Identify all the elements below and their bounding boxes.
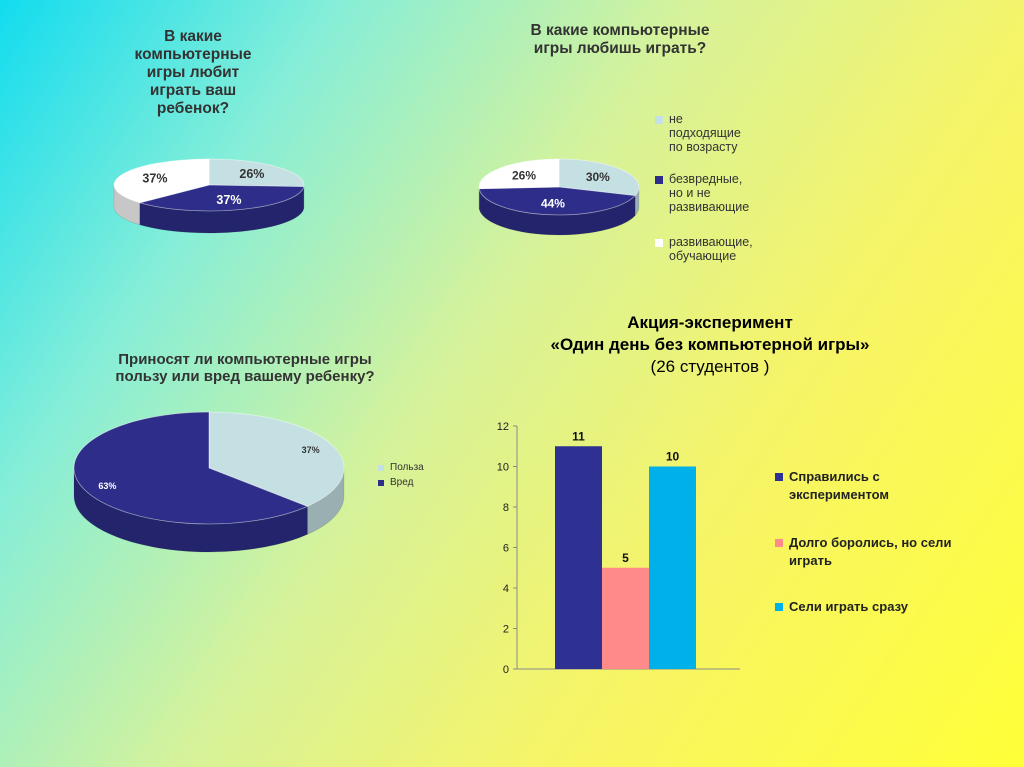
pie-slice <box>113 158 210 204</box>
bar-value-label: 5 <box>622 551 629 565</box>
chart3-legend-item: Вред <box>378 477 413 489</box>
y-tick-label: 8 <box>503 502 509 514</box>
legend-label: не подходящие по возрасту <box>669 112 741 154</box>
pie-slice <box>208 411 345 507</box>
bar <box>602 567 649 669</box>
pie-slice <box>478 158 560 190</box>
bar-chart-experiment: 0 2 4 6 8 10 12 11 5 10 <box>497 421 740 676</box>
pie-slice <box>208 158 305 188</box>
legend-swatch <box>378 465 384 471</box>
chart1-title: В какие компьютерные игры любит играть в… <box>134 28 252 117</box>
chart2-legend-item: безвредные, но и не развивающие <box>655 172 749 214</box>
legend-label: безвредные, но и не развивающие <box>669 172 750 214</box>
chart2-legend-item: не подходящие по возрасту <box>655 112 741 154</box>
legend-swatch <box>378 480 384 486</box>
pie-slice-label: 37% <box>216 193 241 207</box>
pie-slice-label: 26% <box>512 168 536 182</box>
chart4-title: Акция-эксперимент <box>627 313 793 332</box>
y-tick-label: 0 <box>503 664 509 676</box>
legend-label: Польза <box>390 462 424 473</box>
bar <box>649 466 696 669</box>
chart4-legend-item: Справились с экспериментом <box>775 468 889 504</box>
pie-slice <box>478 186 636 216</box>
pie-slice-label: 44% <box>541 197 565 211</box>
chart4-note: (26 студентов ) <box>650 357 770 376</box>
legend-label: развивающие, обучающие <box>669 235 753 263</box>
legend-swatch <box>775 539 783 547</box>
pie-slice-label: 37% <box>142 172 167 186</box>
y-tick-label: 4 <box>503 583 509 595</box>
legend-swatch <box>655 176 663 184</box>
chart4-legend-item: Долго боролись, но сели играть <box>775 534 951 570</box>
y-tick-label: 6 <box>503 543 509 555</box>
legend-label: Долго боролись, но сели играть <box>789 535 952 568</box>
legend-swatch <box>655 116 663 124</box>
pie-slice-label: 63% <box>98 481 116 491</box>
chart2-legend-item: развивающие, обучающие <box>655 235 753 263</box>
chart2-title: В какие компьютерные игры любишь играть? <box>530 22 710 57</box>
bar-value-label: 11 <box>572 429 585 443</box>
y-tick-label: 12 <box>497 421 509 433</box>
pie-slice <box>558 158 640 197</box>
chart4-subtitle: «Один день без компьютерной игры» <box>550 335 870 354</box>
pie-1: 26% 37% 37% <box>113 158 305 234</box>
pie-slice-label: 26% <box>239 167 264 181</box>
legend-swatch <box>655 239 663 247</box>
y-tick-label: 10 <box>497 462 509 474</box>
chart3-legend-item: Польза <box>378 462 424 474</box>
legend-label: Справились с экспериментом <box>789 469 890 502</box>
pie-slice-label: 30% <box>586 170 610 184</box>
chart3-title: Приносят ли компьютерные игры пользу или… <box>115 351 375 385</box>
chart4-legend-item: Сели играть сразу <box>775 598 908 616</box>
bar <box>555 446 602 669</box>
legend-label: Сели играть сразу <box>789 599 908 614</box>
pie-slice <box>73 411 309 525</box>
chart4-title-block: Акция-эксперимент «Один день без компьют… <box>460 312 960 378</box>
y-tick-label: 2 <box>503 624 509 636</box>
pie-slice-label: 37% <box>302 445 320 455</box>
pie-slice <box>138 184 305 212</box>
legend-swatch <box>775 603 783 611</box>
pie-3: 37% 63% <box>73 411 345 553</box>
pie-2: 30% 44% 26% <box>478 158 640 236</box>
bar-value-label: 10 <box>666 450 680 464</box>
legend-swatch <box>775 473 783 481</box>
legend-label: Вред <box>390 477 414 488</box>
